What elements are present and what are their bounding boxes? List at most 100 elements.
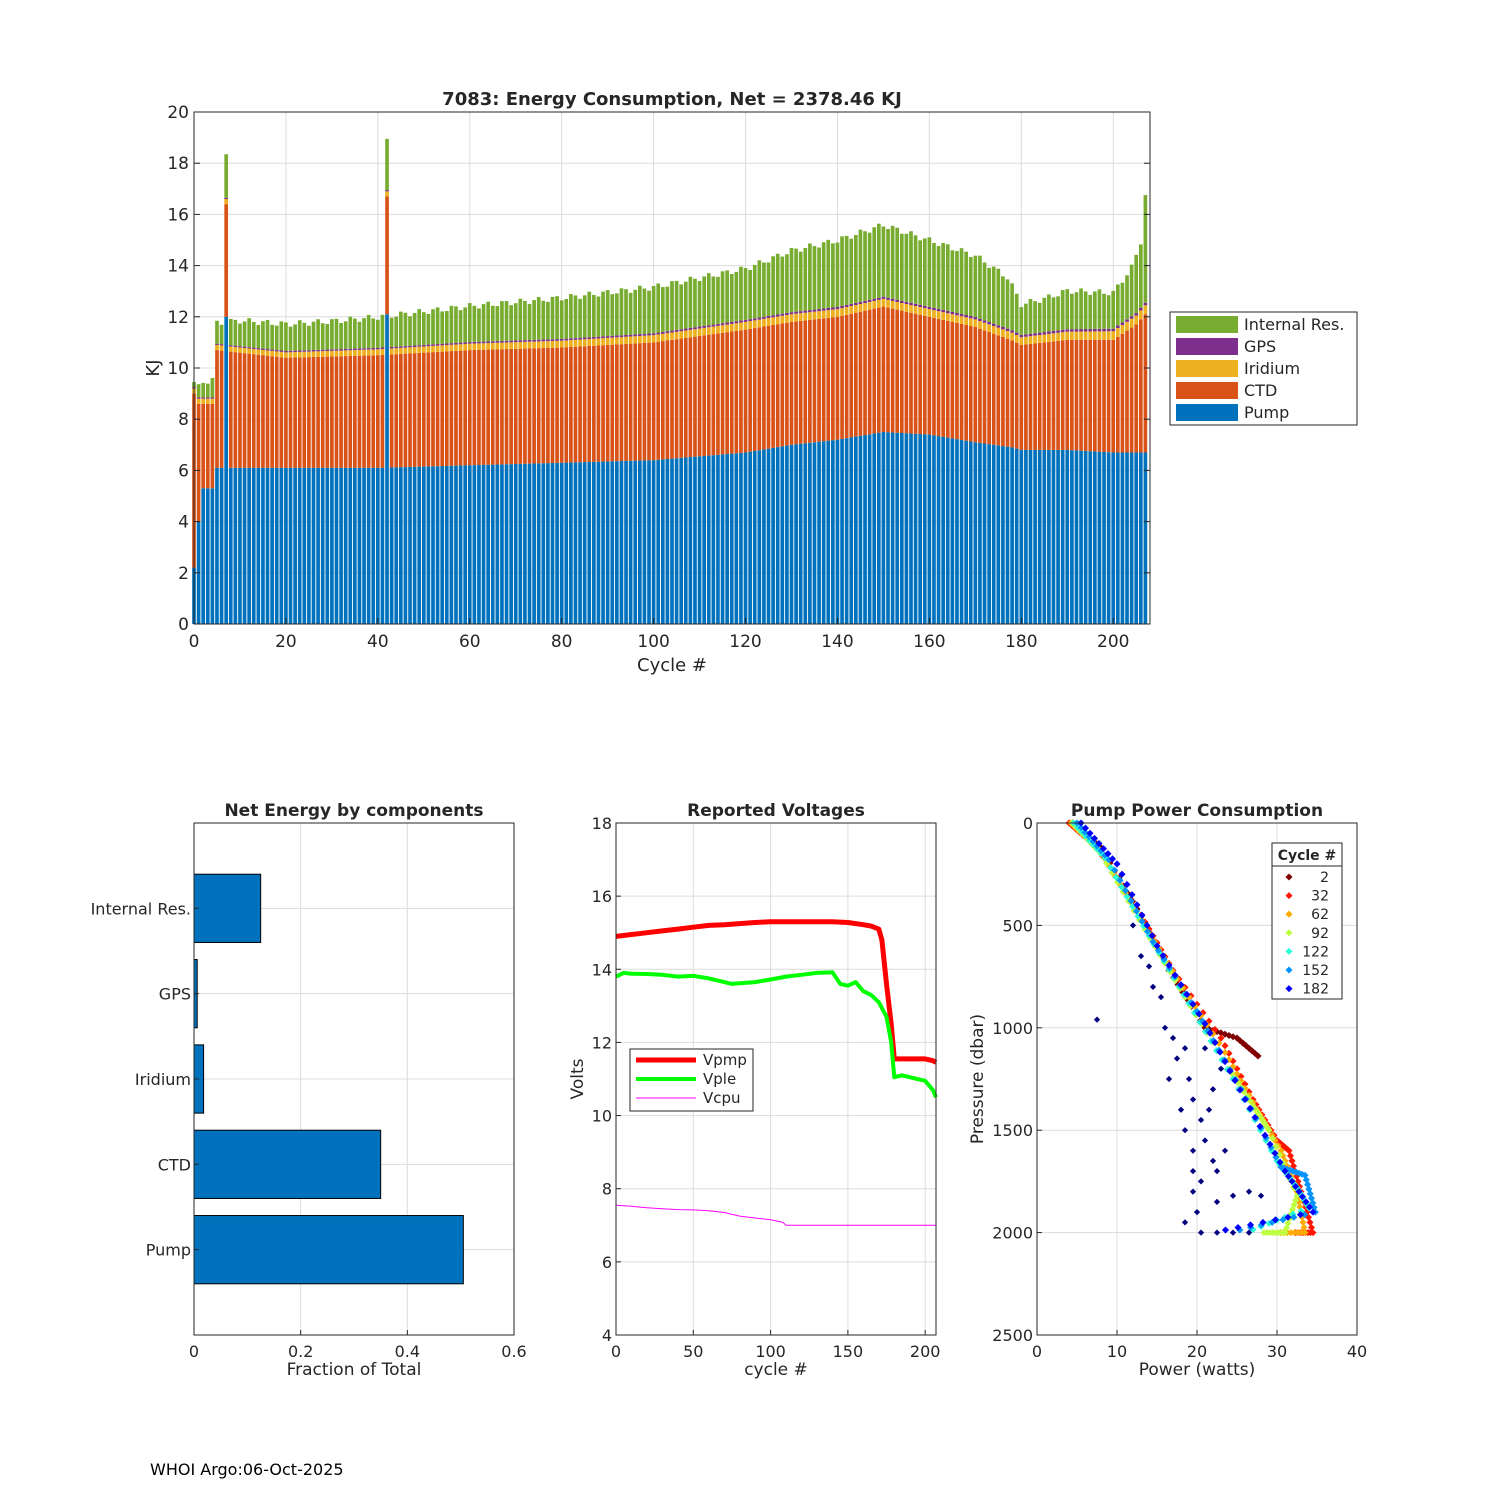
energy-bar-gps (890, 298, 895, 301)
energy-bar-ctd (518, 348, 523, 464)
energy-bar-pump (918, 434, 923, 624)
energy-bar-iridium (219, 345, 224, 351)
energy-bar-pump (1051, 449, 1056, 624)
energy-bar-stack (660, 287, 665, 624)
energy-bar-stack (546, 301, 550, 624)
voltages-chart-title: Reported Voltages (687, 801, 865, 821)
energy-bar-internal (785, 254, 789, 313)
energy-bar-iridium (458, 344, 463, 351)
energy-bar-pump (205, 488, 210, 624)
energy-bar-stack (270, 324, 274, 624)
energy-bar-gps (785, 312, 789, 316)
energy-bar-internal (201, 382, 206, 398)
energy-bar-gps (660, 331, 665, 334)
energy-bar-iridium (624, 336, 628, 344)
components-category-label: GPS (159, 985, 191, 1004)
energy-x-tick-label: 80 (551, 632, 573, 652)
energy-bar-gps (734, 321, 739, 324)
energy-bar-gps (564, 338, 569, 341)
energy-bar-gps (941, 309, 946, 313)
components-category-label: CTD (158, 1155, 191, 1174)
energy-bar-stack (890, 225, 895, 624)
energy-bar-ctd (1093, 339, 1097, 452)
energy-bar-iridium (1106, 331, 1111, 340)
energy-bar-internal (330, 319, 334, 350)
energy-consumption-chart: 0 20 40 60 80 100 120 140 160 180 200 0 2 4 6 8 10 12 14 16… (143, 89, 1358, 676)
energy-bar-pump (647, 460, 651, 624)
energy-bar-pump (876, 432, 881, 624)
energy-bar-stack (523, 300, 527, 624)
energy-bar-gps (339, 349, 343, 351)
energy-bar-stack (325, 324, 330, 624)
energy-bar-internal (674, 280, 679, 330)
energy-bar-iridium (743, 321, 748, 330)
energy-bar-ctd (1083, 339, 1088, 451)
energy-bar-stack (481, 304, 486, 624)
energy-bar-stack (665, 286, 670, 624)
energy-bar-ctd (592, 345, 596, 462)
energy-bar-pump (408, 466, 412, 624)
energy-bar-pump (293, 467, 297, 624)
energy-bar-pump (288, 467, 293, 624)
energy-bar-internal (1088, 294, 1093, 329)
energy-bar-internal (1111, 290, 1116, 329)
energy-bar-gps (426, 344, 431, 347)
energy-bar-iridium (339, 350, 343, 357)
energy-bar-stack (1093, 291, 1097, 624)
energy-bar-iridium (353, 350, 357, 356)
energy-bar-ctd (394, 354, 399, 468)
energy-bar-stack (440, 311, 445, 624)
energy-bar-pump (210, 488, 215, 624)
energy-bar-internal (628, 292, 633, 335)
energy-bar-pump (417, 466, 422, 624)
energy-bar-internal (449, 305, 454, 344)
energy-bar-gps (251, 347, 256, 349)
energy-bar-iridium (716, 325, 720, 334)
energy-bar-gps (844, 304, 849, 308)
energy-bar-gps (555, 339, 559, 341)
energy-bar-pump (527, 463, 532, 624)
energy-bar-gps (1042, 332, 1047, 335)
energy-bar-stack (821, 242, 826, 624)
energy-bar-stack (936, 246, 941, 624)
energy-bar-stack (775, 253, 780, 624)
energy-bar-gps (895, 299, 900, 302)
energy-bar-internal (762, 262, 766, 317)
energy-bar-iridium (472, 343, 477, 350)
energy-bar-stack (987, 267, 991, 624)
energy-bar-pump (1102, 451, 1106, 624)
energy-bar-internal (789, 247, 794, 313)
energy-bar-stack (711, 276, 716, 624)
energy-bar-stack (513, 303, 518, 624)
energy-bar-ctd (513, 348, 518, 464)
energy-bar-ctd (486, 349, 490, 465)
energy-bar-stack (196, 384, 201, 624)
energy-bar-iridium (596, 338, 601, 346)
energy-bar-pump (490, 464, 495, 624)
energy-bar-ctd (922, 315, 927, 435)
voltages-y-tick-label: 4 (602, 1326, 612, 1345)
energy-bar-iridium (1037, 335, 1042, 343)
energy-bar-gps (1115, 325, 1120, 329)
energy-bar-pump (592, 461, 596, 624)
energy-bar-pump (284, 467, 288, 624)
energy-bar-stack (734, 271, 739, 624)
energy-bar-internal (481, 304, 486, 342)
energy-bar-gps (757, 317, 762, 320)
energy-bar-pump (1047, 449, 1051, 624)
energy-bar-iridium (670, 332, 674, 340)
energy-bar-gps (978, 318, 982, 322)
energy-bar-stack (922, 238, 927, 624)
energy-bar-gps (431, 344, 435, 346)
energy-bar-stack (762, 262, 766, 624)
voltages-legend-label: Vpmp (703, 1051, 747, 1069)
energy-bar-pump (242, 467, 247, 624)
energy-x-tick-label: 0 (189, 632, 200, 652)
energy-bar-ctd (196, 403, 201, 522)
energy-bar-internal (633, 289, 638, 335)
energy-bar-stack (642, 288, 647, 624)
energy-bar-internal (780, 256, 785, 314)
energy-bar-internal (932, 242, 936, 308)
energy-bar-iridium (261, 349, 265, 356)
energy-bar-pump (348, 467, 353, 624)
